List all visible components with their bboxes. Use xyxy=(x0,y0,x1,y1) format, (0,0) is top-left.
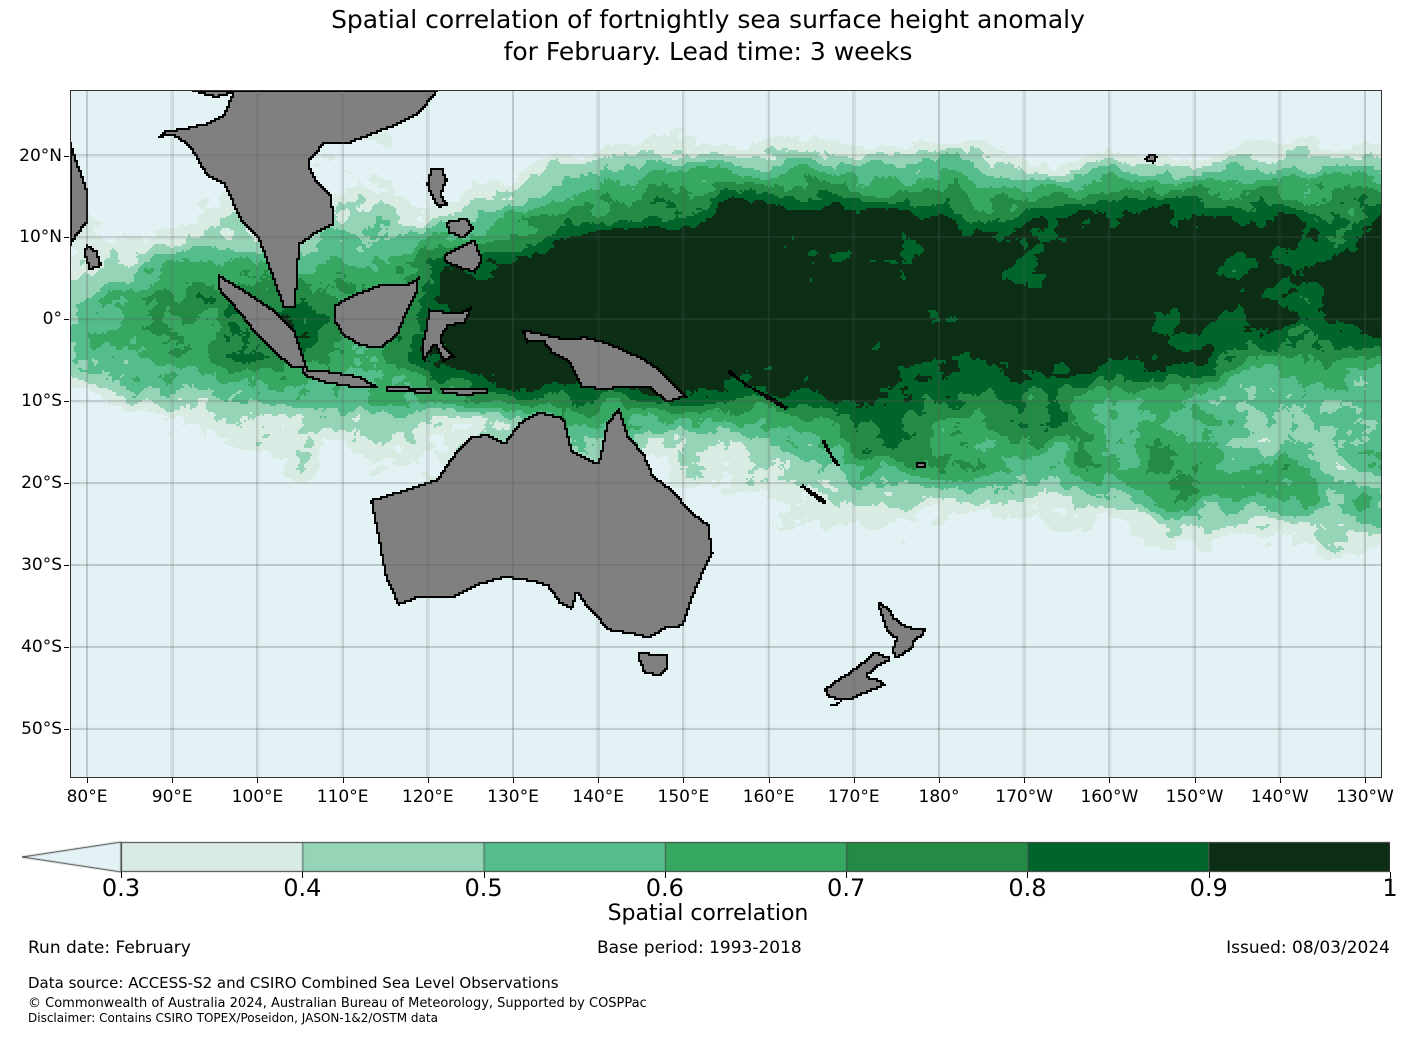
y-tick-label-4: 20°S xyxy=(21,473,62,494)
colorbar-tick-label-1: 0.4 xyxy=(283,874,322,902)
x-tick-mark xyxy=(598,778,600,783)
x-tick-label-0: 80°E xyxy=(66,787,108,807)
x-tick-mark xyxy=(427,778,429,783)
y-tick-label-6: 40°S xyxy=(21,636,62,657)
x-tick-mark xyxy=(1024,778,1026,783)
correlation-heatmap xyxy=(70,90,1382,778)
colorbar-label: Spatial correlation xyxy=(607,901,809,926)
colorbar-tick-mark xyxy=(483,872,485,878)
y-tick-mark xyxy=(64,483,69,485)
x-tick-label-1: 90°E xyxy=(151,787,193,807)
x-tick-mark xyxy=(1364,778,1366,783)
x-tick-label-2: 100°E xyxy=(231,787,284,807)
colorbar-tick-label-5: 0.8 xyxy=(1008,874,1047,902)
x-tick-mark xyxy=(87,778,89,783)
y-tick-mark xyxy=(64,646,69,648)
x-tick-label-6: 140°E xyxy=(572,787,625,807)
colorbar-tick-mark xyxy=(664,872,666,878)
disclaimer-text: Disclaimer: Contains CSIRO TOPEX/Poseido… xyxy=(28,1011,438,1025)
x-tick-label-14: 140°W xyxy=(1250,787,1309,807)
colorbar-tick-mark xyxy=(846,872,848,878)
y-tick-label-2: 0° xyxy=(42,309,62,330)
footer-top-row: Run date: February Base period: 1993-201… xyxy=(0,938,1416,968)
x-tick-mark xyxy=(853,778,855,783)
colorbar-tick-mark xyxy=(121,872,122,878)
y-tick-label-3: 10°S xyxy=(21,391,62,412)
figure-title-line-1: Spatial correlation of fortnightly sea s… xyxy=(331,5,1085,34)
x-tick-mark xyxy=(1194,778,1196,783)
colorbar-tick-mark xyxy=(1208,872,1210,878)
x-tick-label-9: 170°E xyxy=(827,787,880,807)
y-tick-label-1: 10°N xyxy=(19,227,62,248)
y-tick-mark xyxy=(64,319,69,321)
colorbar-tick-label-2: 0.5 xyxy=(464,874,503,902)
colorbar-tick-label-3: 0.6 xyxy=(645,874,684,902)
x-tick-mark xyxy=(342,778,344,783)
colorbar-tick-label-4: 0.7 xyxy=(827,874,866,902)
colorbar-tick-mark xyxy=(1390,872,1391,878)
colorbar-tick-mark xyxy=(1027,872,1029,878)
y-tick-label-7: 50°S xyxy=(21,718,62,739)
y-tick-mark xyxy=(64,728,69,730)
x-tick-mark xyxy=(683,778,685,783)
copyright-text: © Commonwealth of Australia 2024, Austra… xyxy=(28,996,647,1011)
y-tick-mark xyxy=(64,155,69,157)
x-tick-label-7: 150°E xyxy=(657,787,710,807)
base-period-text: Base period: 1993-2018 xyxy=(597,938,802,958)
x-tick-label-10: 180° xyxy=(918,787,960,807)
data-source-text: Data source: ACCESS-S2 and CSIRO Combine… xyxy=(28,974,559,992)
x-tick-label-15: 130°W xyxy=(1336,787,1394,807)
map-plot-area xyxy=(70,90,1382,778)
figure-title: Spatial correlation of fortnightly sea s… xyxy=(0,4,1416,68)
colorbar-tick-label-6: 0.9 xyxy=(1189,874,1228,902)
x-tick-label-3: 110°E xyxy=(316,787,369,807)
footer: Run date: February Base period: 1993-201… xyxy=(0,938,1416,1025)
x-tick-mark xyxy=(513,778,514,783)
y-tick-mark xyxy=(64,401,69,403)
x-tick-label-5: 130°E xyxy=(487,787,539,807)
x-tick-mark xyxy=(257,778,259,783)
x-tick-label-8: 160°E xyxy=(742,787,795,807)
x-tick-label-13: 150°W xyxy=(1165,787,1224,807)
x-tick-mark xyxy=(938,778,940,783)
x-tick-label-12: 160°W xyxy=(1080,787,1139,807)
x-tick-mark xyxy=(1279,778,1281,783)
y-tick-mark xyxy=(64,237,69,239)
x-tick-mark xyxy=(1109,778,1111,783)
x-tick-mark xyxy=(172,778,174,783)
colorbar-tick-label-7: 1 xyxy=(1382,874,1398,902)
colorbar-gradient xyxy=(22,838,1390,880)
y-tick-mark xyxy=(64,565,69,567)
colorbar-tick-label-0: 0.3 xyxy=(101,874,141,902)
x-tick-mark xyxy=(768,778,770,783)
run-date-text: Run date: February xyxy=(28,938,191,958)
colorbar xyxy=(0,838,1416,880)
x-tick-label-4: 120°E xyxy=(401,787,454,807)
y-tick-label-5: 30°S xyxy=(21,555,62,576)
x-tick-label-11: 170°W xyxy=(995,787,1054,807)
y-tick-label-0: 20°N xyxy=(19,145,62,166)
colorbar-tick-mark xyxy=(302,872,304,878)
figure-title-line-2: for February. Lead time: 3 weeks xyxy=(503,37,913,66)
issued-date-text: Issued: 08/03/2024 xyxy=(1226,938,1390,958)
